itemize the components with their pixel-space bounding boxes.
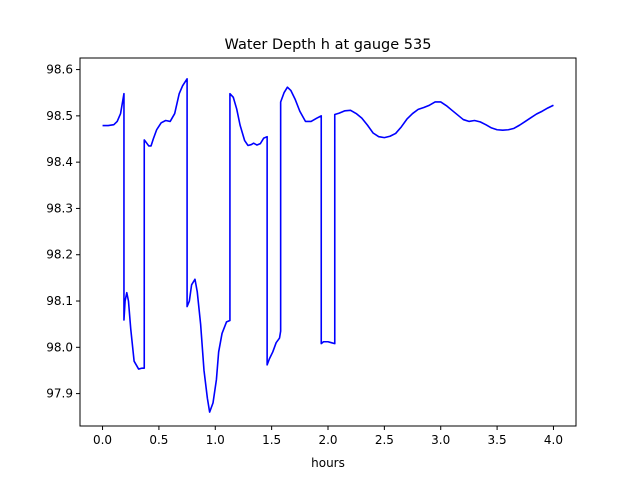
y-tick-label: 98.5 xyxy=(46,109,73,123)
y-tick-label: 98.6 xyxy=(46,63,73,77)
x-tick-label: 2.0 xyxy=(318,433,337,447)
x-axis-label: hours xyxy=(311,456,345,470)
y-tick-label: 97.9 xyxy=(46,387,73,401)
y-tick-label: 98.2 xyxy=(46,248,73,262)
chart-title: Water Depth h at gauge 535 xyxy=(225,37,432,53)
series-group xyxy=(102,78,554,413)
x-tick-label: 1.0 xyxy=(206,433,225,447)
y-tick-label: 98.1 xyxy=(46,294,73,308)
x-tick-label: 0.5 xyxy=(149,433,168,447)
x-tick-label: 2.5 xyxy=(375,433,394,447)
y-tick-label: 98.4 xyxy=(46,155,73,169)
y-tick-label: 98.0 xyxy=(46,340,73,354)
y-tick-label: 98.3 xyxy=(46,201,73,215)
x-tick-label: 1.5 xyxy=(262,433,281,447)
y-axis: 97.9 98.0 98.1 98.2 98.3 98.4 98.5 98.6 xyxy=(46,63,80,401)
x-tick-label: 4.0 xyxy=(544,433,563,447)
series-line-water-depth xyxy=(102,78,554,413)
x-tick-label: 0.0 xyxy=(93,433,112,447)
x-tick-label: 3.0 xyxy=(431,433,450,447)
x-tick-label: 3.5 xyxy=(488,433,507,447)
x-axis: 0.0 0.5 1.0 1.5 2.0 2.5 3.0 3.5 4.0 xyxy=(93,426,563,447)
